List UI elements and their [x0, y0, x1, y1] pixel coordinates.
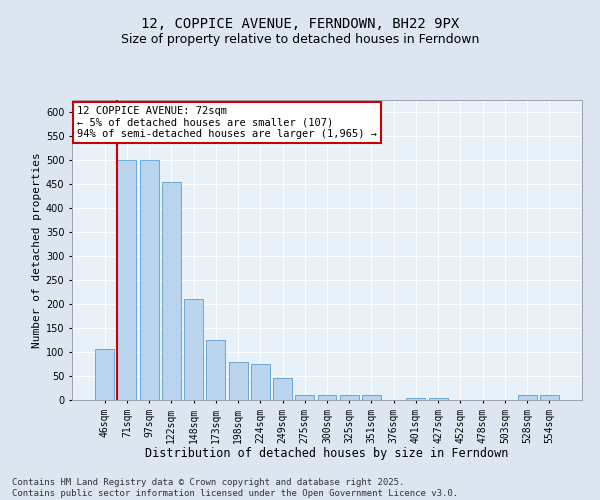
Bar: [540, 395, 559, 400]
Bar: [251, 364, 270, 400]
Bar: [95, 348, 114, 400]
Bar: [273, 378, 292, 400]
Bar: [295, 395, 314, 400]
Bar: [206, 340, 225, 400]
Text: 12, COPPICE AVENUE, FERNDOWN, BH22 9PX: 12, COPPICE AVENUE, FERNDOWN, BH22 9PX: [141, 18, 459, 32]
Bar: [317, 395, 337, 400]
Bar: [140, 160, 158, 400]
Bar: [406, 398, 425, 400]
Bar: [340, 395, 359, 400]
Bar: [118, 160, 136, 400]
X-axis label: Distribution of detached houses by size in Ferndown: Distribution of detached houses by size …: [145, 447, 509, 460]
Text: Size of property relative to detached houses in Ferndown: Size of property relative to detached ho…: [121, 32, 479, 46]
Bar: [362, 395, 381, 400]
Y-axis label: Number of detached properties: Number of detached properties: [32, 152, 41, 348]
Bar: [162, 182, 181, 400]
Bar: [229, 362, 248, 400]
Bar: [518, 395, 536, 400]
Bar: [184, 299, 203, 400]
Text: 12 COPPICE AVENUE: 72sqm
← 5% of detached houses are smaller (107)
94% of semi-d: 12 COPPICE AVENUE: 72sqm ← 5% of detache…: [77, 106, 377, 139]
Text: Contains HM Land Registry data © Crown copyright and database right 2025.
Contai: Contains HM Land Registry data © Crown c…: [12, 478, 458, 498]
Bar: [429, 398, 448, 400]
